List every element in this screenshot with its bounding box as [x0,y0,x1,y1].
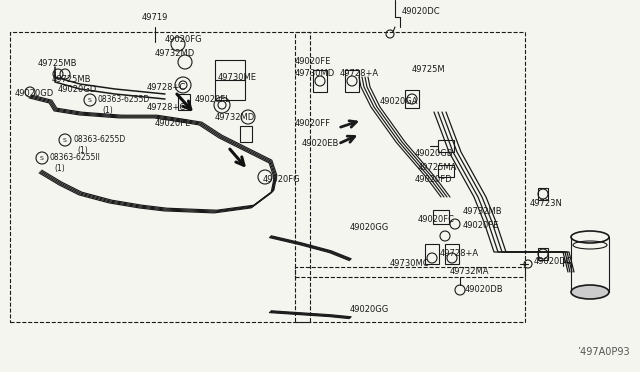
Text: 49020GD: 49020GD [58,84,97,93]
Text: 49020GA: 49020GA [380,97,419,106]
Text: S: S [88,97,92,103]
Bar [345,70,359,92]
Text: 49020FL: 49020FL [155,119,191,128]
Text: S: S [40,155,44,160]
Bar [433,210,449,224]
Text: 49020FF: 49020FF [295,119,331,128]
Text: 08363-6255D: 08363-6255D [98,96,150,105]
Bar [425,244,439,264]
Text: 49020GB: 49020GB [415,150,454,158]
Text: 49020FG: 49020FG [165,35,203,45]
Text: 49732MD: 49732MD [155,49,195,58]
Text: 49725MB: 49725MB [38,60,77,68]
Text: 49725MB: 49725MB [52,76,92,84]
Text: 49732MA: 49732MA [450,267,490,276]
Text: 49020DC: 49020DC [534,257,573,266]
Text: 49020FL: 49020FL [195,96,231,105]
Bar [438,165,454,177]
Text: 49020FE: 49020FE [463,221,499,230]
Text: 49020FE: 49020FE [295,58,332,67]
Bar [295,32,525,277]
Text: 49730MD: 49730MD [295,70,335,78]
Bar [215,60,245,100]
Text: (1): (1) [102,106,113,115]
Text: 49020FD: 49020FD [415,176,452,185]
Text: 49728+C: 49728+C [147,103,186,112]
Text: 49020GG: 49020GG [350,305,389,314]
Text: 49020GD: 49020GD [15,90,54,99]
Text: ’497A0P93: ’497A0P93 [577,347,630,357]
Text: (1): (1) [54,164,65,173]
Text: 49020FC: 49020FC [418,215,455,224]
Text: 49020GG: 49020GG [350,222,389,231]
Bar [313,70,327,92]
Text: 49728+A: 49728+A [440,250,479,259]
Text: 49732MD: 49732MD [215,112,255,122]
Text: 49020DC: 49020DC [402,7,440,16]
Bar [178,94,190,110]
Text: (1): (1) [77,145,88,154]
Text: 49728+A: 49728+A [340,70,379,78]
Text: 49730ME: 49730ME [218,73,257,81]
Text: 49728+C: 49728+C [147,83,186,92]
Text: 49730MC: 49730MC [390,260,429,269]
Text: 08363-6255II: 08363-6255II [50,154,101,163]
Text: 49020FG: 49020FG [263,176,301,185]
Text: 49732MB: 49732MB [463,208,502,217]
Text: 49725M: 49725M [412,65,445,74]
Bar [240,126,252,142]
Text: 49723N: 49723N [530,199,563,208]
Bar [438,140,454,152]
Bar [405,90,419,108]
Text: S: S [63,138,67,142]
Text: 49020DB: 49020DB [465,285,504,295]
Bar [538,188,548,200]
Bar [538,248,548,260]
Text: 49719: 49719 [142,13,168,22]
Text: 49725MA: 49725MA [418,163,458,171]
Text: 08363-6255D: 08363-6255D [73,135,125,144]
Text: 49020EB: 49020EB [302,140,339,148]
Bar [295,267,525,322]
Bar [10,32,310,322]
Ellipse shape [571,285,609,299]
Bar [445,244,459,264]
